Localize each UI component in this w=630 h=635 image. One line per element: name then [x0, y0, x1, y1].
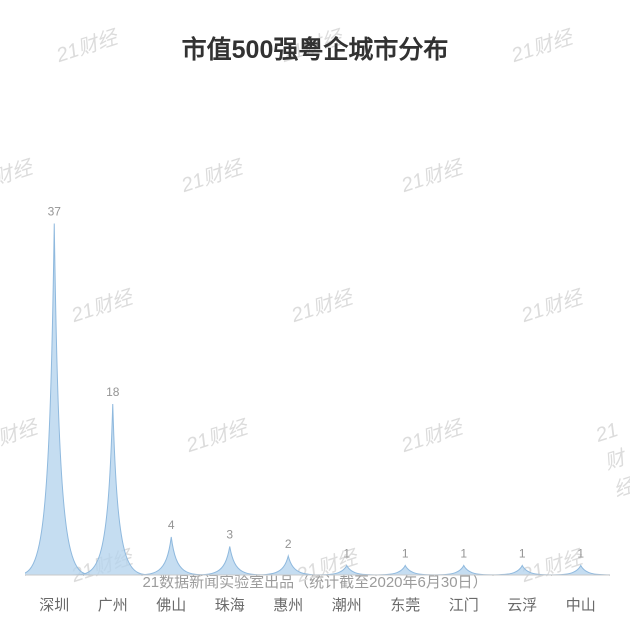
value-label: 2	[285, 537, 292, 551]
x-axis-category: 广州	[84, 594, 143, 615]
x-axis-category: 中山	[552, 594, 611, 615]
chart-peak: 1	[422, 547, 506, 576]
chart-peak: 1	[305, 547, 389, 576]
chart-peak: 18	[71, 385, 155, 575]
value-label: 1	[519, 547, 526, 561]
chart-peak: 4	[129, 518, 213, 575]
x-axis-category: 佛山	[142, 594, 201, 615]
value-label: 1	[402, 547, 409, 561]
value-label: 1	[460, 547, 467, 561]
chart-peak: 2	[246, 537, 330, 575]
value-label: 3	[226, 528, 233, 542]
value-label: 4	[168, 518, 175, 532]
chart-peak: 37	[25, 205, 96, 576]
chart-peak: 3	[188, 528, 272, 576]
chart-peak: 1	[539, 547, 610, 576]
x-axis-category: 珠海	[201, 594, 260, 615]
chart-peak: 1	[480, 547, 564, 576]
chart-title: 市值500强粤企城市分布	[0, 0, 630, 66]
x-axis-category: 惠州	[259, 594, 318, 615]
chart-plot: 37 18 4 3 2 1 1 1 1 1	[25, 156, 610, 576]
value-label: 37	[48, 205, 62, 219]
value-label: 18	[106, 385, 120, 399]
x-axis-category: 东莞	[376, 594, 435, 615]
value-label: 1	[577, 547, 584, 561]
x-axis-category: 江门	[435, 594, 494, 615]
x-axis-category: 潮州	[318, 594, 377, 615]
x-axis-labels: 深圳广州佛山珠海惠州潮州东莞江门云浮中山	[25, 594, 610, 615]
x-axis-category: 云浮	[493, 594, 552, 615]
value-label: 1	[343, 547, 350, 561]
x-axis-category: 深圳	[25, 594, 84, 615]
chart-peak: 1	[363, 547, 447, 576]
